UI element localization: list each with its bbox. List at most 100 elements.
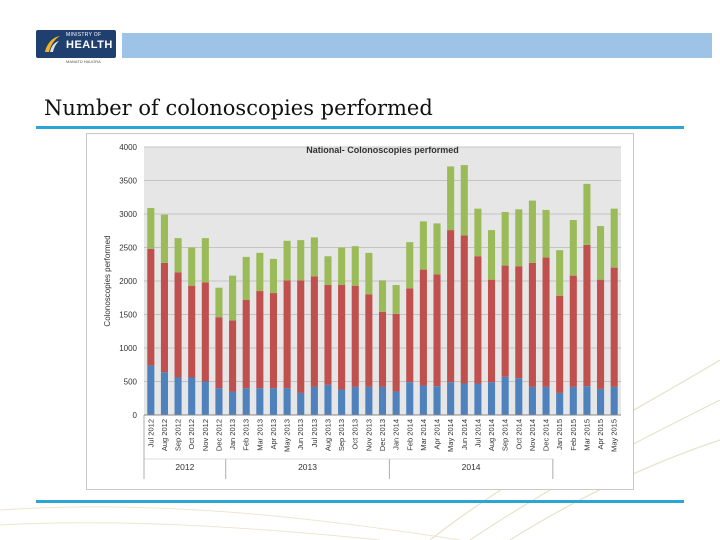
bar-segment (378, 280, 387, 312)
x-tick-label: Feb 2015 (569, 419, 578, 451)
bar-segment (283, 388, 291, 415)
bar-segment (569, 220, 577, 276)
bar-segment (556, 250, 564, 296)
x-tick-label: Mar 2015 (582, 419, 591, 451)
bar-segment (229, 320, 237, 392)
y-tick-label: 2000 (119, 277, 137, 286)
bar-segment (515, 266, 523, 379)
chart-frame: 0 500 1000 1500 2000 2500 3000 3500 4000 National… (86, 133, 634, 490)
bar-segment (324, 285, 332, 385)
title-underline (36, 126, 684, 129)
x-tick-label: Jun 2014 (460, 419, 469, 450)
x-tick-label: Oct 2012 (187, 419, 196, 449)
x-tick-label: Oct 2013 (351, 419, 360, 449)
slide-title: Number of colonoscopies performed (44, 96, 433, 120)
bar-segment (229, 391, 237, 415)
y-tick-label: 0 (133, 411, 138, 420)
bar-segment (474, 208, 482, 257)
bar-segment (433, 386, 441, 415)
bar-segment (351, 285, 359, 387)
bar-segment (256, 252, 264, 292)
y-axis-label: Colonoscopies performed (103, 235, 112, 326)
bar-segment (487, 279, 496, 383)
bar-segment (474, 383, 482, 415)
bar-segment (378, 311, 387, 387)
x-tick-label: Mar 2013 (255, 419, 264, 451)
bar-segment (419, 385, 427, 415)
bar-segment (201, 238, 209, 283)
bar-segment (365, 294, 373, 387)
bar-segment (392, 391, 400, 415)
x-tick-label: Jan 2015 (555, 419, 564, 450)
x-tick-label: Apr 2013 (269, 419, 278, 449)
x-tick-label: Jan 2014 (392, 419, 401, 450)
bar-segment (583, 183, 591, 245)
x-tick-label: Aug 2014 (487, 419, 496, 451)
bar-segment (487, 230, 496, 280)
x-tick-label: Apr 2015 (596, 419, 605, 449)
bar-segment (542, 257, 550, 387)
bar-segment (610, 267, 618, 387)
bar-segment (542, 386, 550, 415)
bottom-rule (36, 500, 684, 503)
year-group-label: 2013 (298, 462, 317, 472)
bar-segment (269, 388, 278, 415)
bar-segment (147, 365, 155, 415)
x-tick-label: Nov 2014 (528, 419, 537, 451)
x-tick-label: Apr 2014 (433, 419, 442, 449)
bar-segment (556, 392, 564, 415)
bar-segment (242, 388, 250, 415)
logo-subtext: MANATŪ HAUORA (66, 59, 101, 64)
bar-segment (569, 386, 577, 415)
logo-text-small: MINISTRY OF (66, 32, 102, 38)
bar-segment (597, 279, 605, 389)
bar-segment (201, 381, 209, 415)
bar-segment (501, 211, 509, 266)
y-tick-label: 3500 (119, 177, 137, 186)
bar-segment (174, 272, 182, 378)
bar-segment (501, 376, 509, 415)
chart-title: National- Colonoscopies performed (306, 145, 459, 155)
x-tick-label: May 2013 (283, 419, 292, 452)
bar-segment (556, 295, 564, 393)
bar-segment (310, 386, 318, 415)
bar-segment (460, 165, 468, 236)
bar-segment (160, 262, 168, 373)
y-tick-label: 500 (124, 378, 138, 387)
y-tick-label: 4000 (119, 143, 137, 152)
bar-segment (147, 248, 155, 366)
bar-segment (597, 388, 605, 415)
bar-segment (242, 299, 250, 389)
x-tick-label: Jul 2013 (310, 419, 319, 447)
bar-segment (528, 262, 536, 387)
bar-segment (487, 382, 496, 415)
bar-segment (256, 291, 264, 389)
bar-segment (242, 256, 250, 300)
bar-segment (351, 246, 359, 286)
bar-segment (324, 384, 332, 415)
bar-segment (147, 207, 155, 249)
x-tick-label: Mar 2014 (419, 419, 428, 451)
bar-segment (447, 230, 455, 383)
header-bar (122, 33, 712, 58)
year-group-label: 2014 (462, 462, 481, 472)
x-tick-label: Jul 2012 (146, 419, 155, 447)
bar-segment (419, 269, 427, 386)
bar-segment (406, 382, 414, 415)
bar-segment (542, 209, 550, 258)
bar-segment (583, 244, 591, 387)
bar-segment (324, 256, 332, 286)
fern-icon (45, 36, 60, 52)
bar-segment (269, 293, 278, 389)
x-tick-label: Aug 2012 (160, 419, 169, 451)
bar-segment (297, 240, 305, 281)
bar-segment (460, 235, 468, 384)
x-tick-label: Dec 2013 (378, 419, 387, 451)
bar-segment (174, 238, 182, 273)
x-tick-label: Oct 2014 (514, 419, 523, 449)
y-tick-label: 1500 (119, 311, 137, 320)
stacked-bar-chart: 0 500 1000 1500 2000 2500 3000 3500 4000 National… (103, 143, 621, 479)
bar-segment (583, 386, 591, 415)
bar-segment (515, 209, 523, 267)
bar-segment (310, 276, 318, 387)
